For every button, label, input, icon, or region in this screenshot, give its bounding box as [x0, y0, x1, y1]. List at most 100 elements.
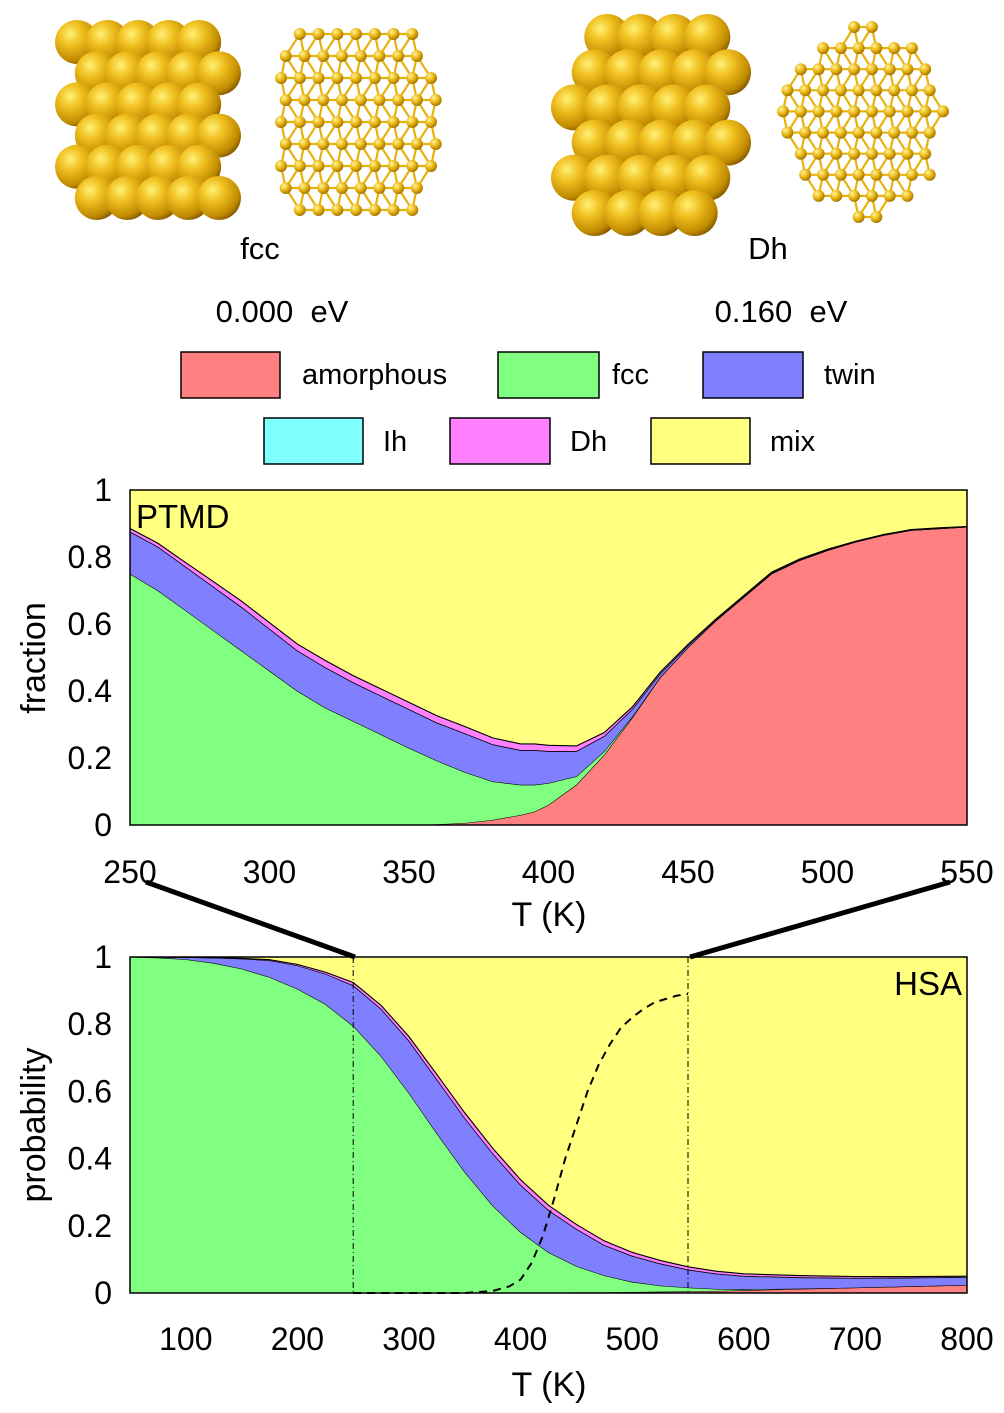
gold-atom [888, 84, 901, 97]
zoom-connector-right [689, 879, 951, 960]
zoom-connectors [145, 879, 951, 960]
gold-atom [794, 105, 807, 118]
gold-atom [105, 176, 150, 220]
gold-atom [812, 105, 825, 118]
gold-atom [293, 160, 306, 172]
gold-atom [166, 176, 211, 220]
hsa-y-tick-0.8: 0.8 [68, 1006, 112, 1042]
ptmd-chart: PTMD 250 300 350 400 450 500 55000.20.40.60.81… [15, 472, 994, 934]
gold-atom [425, 160, 437, 172]
gold-atom [671, 49, 718, 96]
gold-atom [870, 84, 883, 97]
gold-atom [354, 94, 367, 106]
gold-atom [317, 182, 330, 194]
ptmd-plot-frame [129, 489, 968, 826]
hsa-ticks: 100 200 300 400 500 600 700 800 0 0.2 0.4 0.6 0.8 1 [68, 939, 994, 1357]
hsa-area-amorphous [130, 1284, 967, 1293]
gold-atom [275, 160, 287, 172]
gold-atom [817, 168, 829, 181]
gold-atom [584, 84, 631, 131]
gold-atom [350, 160, 362, 172]
gold-atom [794, 147, 807, 160]
gold-atom [335, 182, 348, 194]
legend-item-twin: twin [702, 351, 876, 399]
gold-atom [275, 72, 287, 84]
gold-atom [410, 94, 423, 106]
ptmd-areas [129, 490, 968, 826]
ptmd-y-tick-0.8: 0.8 [68, 539, 112, 575]
gold-atom [368, 72, 381, 84]
gold-atom [135, 176, 180, 220]
gold-atom [919, 105, 932, 118]
gold-atom [317, 50, 330, 62]
gold-atom [354, 182, 367, 194]
gold-atom [848, 63, 861, 76]
gold-atom [848, 105, 861, 118]
gold-atom [848, 189, 861, 202]
gold-atom [197, 113, 241, 158]
gold-atom [410, 182, 423, 194]
hsa-x-tick-500: 500 [606, 1321, 659, 1357]
gold-atom [312, 72, 325, 84]
gold-atom [406, 160, 419, 172]
gold-atom [571, 49, 618, 96]
gold-atom [923, 84, 936, 97]
gold-atom [350, 204, 362, 216]
gold-atom [937, 105, 949, 118]
gold-atom [571, 119, 618, 166]
gold-atom [406, 204, 419, 216]
gold-atom [373, 50, 386, 62]
gold-atom [781, 126, 794, 139]
gold-atom [865, 105, 878, 118]
gold-atom [848, 147, 861, 160]
ptmd-y-tick-0.2: 0.2 [68, 740, 112, 776]
legend-swatch-amorphous [180, 351, 281, 399]
gold-atom [905, 168, 918, 181]
gold-atom [584, 154, 631, 201]
ptmd-y-tick-0.6: 0.6 [68, 606, 112, 642]
gold-atom [350, 28, 362, 40]
gold-atom [883, 105, 896, 118]
gold-atom [883, 189, 896, 202]
gold-atom [350, 116, 362, 128]
gold-atom [671, 119, 718, 166]
gold-atom [705, 49, 751, 96]
legend-swatch-mix [650, 417, 751, 465]
gold-atom [671, 190, 718, 236]
gold-atom [901, 105, 914, 118]
legend-label-dh: Dh [570, 426, 607, 458]
ptmd-area-fcc [130, 526, 967, 825]
hsa-y-tick-0.6: 0.6 [68, 1073, 112, 1109]
ptmd-x-tick-450: 450 [661, 854, 714, 890]
gold-atom [817, 126, 829, 139]
legend-label-ih: Ih [383, 426, 407, 458]
gold-atom [852, 168, 865, 181]
legend-swatch-fcc [497, 351, 600, 399]
ptmd-boundary-dh [129, 525, 968, 747]
gold-atom [354, 50, 367, 62]
hsa-x-tick-800: 800 [940, 1321, 993, 1357]
hsa-chart: HSA 100 200 300 400 500 600 700 800 0 0.2 0.4 0.6 0.… [15, 939, 994, 1404]
gold-atom [392, 50, 405, 62]
hsa-y-tick-1: 1 [94, 939, 112, 975]
gold-atom [197, 51, 241, 96]
hsa-boundary-dh [130, 956, 968, 1278]
gold-atom [865, 147, 878, 160]
ptmd-label: PTMD [136, 498, 230, 535]
gold-atom [298, 138, 311, 150]
gold-atom [312, 28, 325, 40]
ptmd-x-tick-400: 400 [522, 854, 575, 890]
ptmd-area-amorphous [130, 526, 967, 825]
gold-atom [425, 116, 437, 128]
gold-atom [901, 189, 914, 202]
legend-item-ih: Ih [263, 417, 407, 465]
dh-cluster-spheres [551, 14, 751, 236]
gold-atom [373, 94, 386, 106]
gold-atom [425, 72, 437, 84]
gold-atom [684, 154, 731, 201]
gold-atom [551, 84, 597, 131]
hsa-x-tick-100: 100 [159, 1321, 212, 1357]
gold-atom [870, 42, 883, 55]
gold-atom [429, 94, 442, 106]
